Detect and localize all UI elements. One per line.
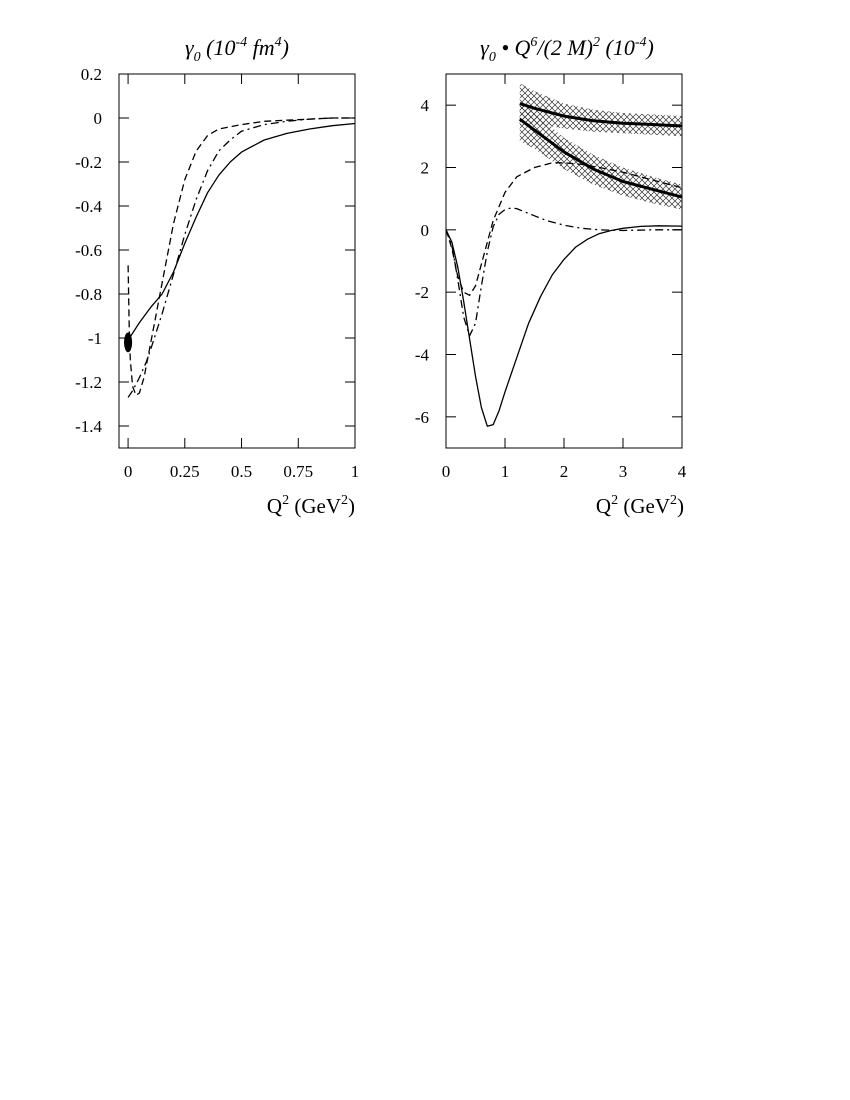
right-y-tick-label: -6	[415, 408, 429, 427]
right-y-tick-label: -2	[415, 283, 429, 302]
left-x-tick-label: 0.5	[231, 462, 252, 481]
right-x-tick-label: 4	[678, 462, 687, 481]
left-plot-frame	[118, 73, 356, 449]
right-series-solid-0	[445, 225, 683, 427]
left-y-tick-label: 0	[94, 109, 103, 128]
left-series-solid-0	[127, 122, 356, 341]
right-series-dashdot-2	[445, 207, 682, 337]
left-y-tick-label: -1	[88, 329, 102, 348]
left-y-tick-label: -1.2	[75, 373, 102, 392]
left-y-tick-label: -0.4	[75, 197, 102, 216]
left-series-dashdot-2	[127, 117, 355, 398]
right-y-tick-label: 2	[421, 159, 430, 178]
right-x-axis-label: Q2 (GeV2)	[596, 493, 684, 518]
right-y-tick-label: 0	[421, 221, 430, 240]
right-chart-title: γ0 • Q6/(2 M)2 (10-4)	[480, 35, 654, 65]
left-series-dashed-1	[127, 117, 355, 396]
right-x-tick-label: 2	[560, 462, 569, 481]
left-x-tick-label: 1	[351, 462, 360, 481]
right-series-solid-4	[518, 117, 683, 199]
right-y-tick-label: 4	[421, 96, 430, 115]
left-chart: γ0 (10-4 fm4) 0.2 0 -0.2 -0.4 -0.6 -0.8 -1 -1.2…	[75, 35, 359, 518]
left-chart-title: γ0 (10-4 fm4)	[185, 35, 289, 65]
left-x-tick-label: 0.25	[170, 462, 200, 481]
right-error-band-1	[519, 102, 682, 210]
left-y-tick-label: -0.2	[75, 153, 102, 172]
left-y-tick-label: -1.4	[75, 417, 102, 436]
right-chart: γ0 • Q6/(2 M)2 (10-4) 4 2 0 -2 -4 -6 0 1 2 3 4 Q2…	[415, 35, 687, 518]
left-x-tick-label: 0	[124, 462, 133, 481]
left-x-axis-label: Q2 (GeV2)	[267, 493, 355, 518]
right-series-dashed-1	[445, 162, 683, 296]
right-y-tick-label: -4	[415, 346, 430, 365]
left-y-tick-label: 0.2	[81, 65, 102, 84]
right-x-tick-label: 1	[501, 462, 510, 481]
left-data-point-marker	[123, 332, 133, 353]
left-y-tick-label: -0.8	[75, 285, 102, 304]
left-x-tick-label: 0.75	[283, 462, 313, 481]
right-x-tick-label: 0	[442, 462, 451, 481]
left-y-tick-label: -0.6	[75, 241, 102, 260]
right-x-tick-label: 3	[619, 462, 628, 481]
right-series-solid-3	[519, 102, 683, 128]
